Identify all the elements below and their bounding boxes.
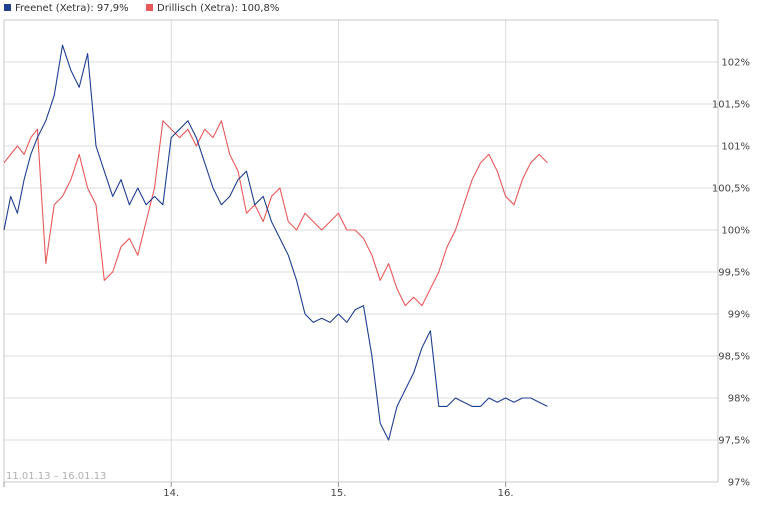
legend-item-freenet[interactable]: Freenet (Xetra): 97,9% <box>4 3 129 14</box>
grid <box>3 20 718 483</box>
series-line-drillisch <box>3 120 548 307</box>
legend-swatch-freenet <box>4 4 11 11</box>
plot-frame <box>3 19 719 483</box>
y-tick-label: 98,5% <box>718 352 750 363</box>
y-axis-labels: 97% 97,5% 98% 98,5% 99% 99,5% 100% 100,5% 101% 10… <box>712 58 750 489</box>
legend-swatch-drillisch <box>146 4 153 11</box>
legend: Freenet (Xetra): 97,9% Drillisch (Xetra)… <box>4 3 279 14</box>
y-tick-label: 100% <box>721 226 750 237</box>
y-tick-label: 98% <box>728 394 750 405</box>
x-tick-label: 14. <box>163 488 179 499</box>
y-tick-label: 100,5% <box>712 184 750 195</box>
y-tick-label: 102% <box>721 58 750 69</box>
x-axis-labels: 14. 15. 16. <box>3 482 514 499</box>
series-line-freenet <box>3 44 548 441</box>
y-tick-label: 101% <box>721 142 750 153</box>
x-tick-label: 16. <box>498 488 514 499</box>
date-range-label: 11.01.13 – 16.01.13 <box>6 471 106 482</box>
y-tick-label: 99,5% <box>718 268 750 279</box>
y-tick-label: 99% <box>728 310 750 321</box>
legend-item-drillisch[interactable]: Drillisch (Xetra): 100,8% <box>146 3 279 14</box>
y-tick-label: 97,5% <box>718 436 750 447</box>
legend-label-freenet: Freenet (Xetra): 97,9% <box>15 3 129 14</box>
series-layer <box>3 44 548 441</box>
x-tick-label: 15. <box>330 488 346 499</box>
legend-label-drillisch: Drillisch (Xetra): 100,8% <box>157 3 279 14</box>
y-tick-label: 101,5% <box>712 100 750 111</box>
y-tick-label: 97% <box>728 478 750 489</box>
